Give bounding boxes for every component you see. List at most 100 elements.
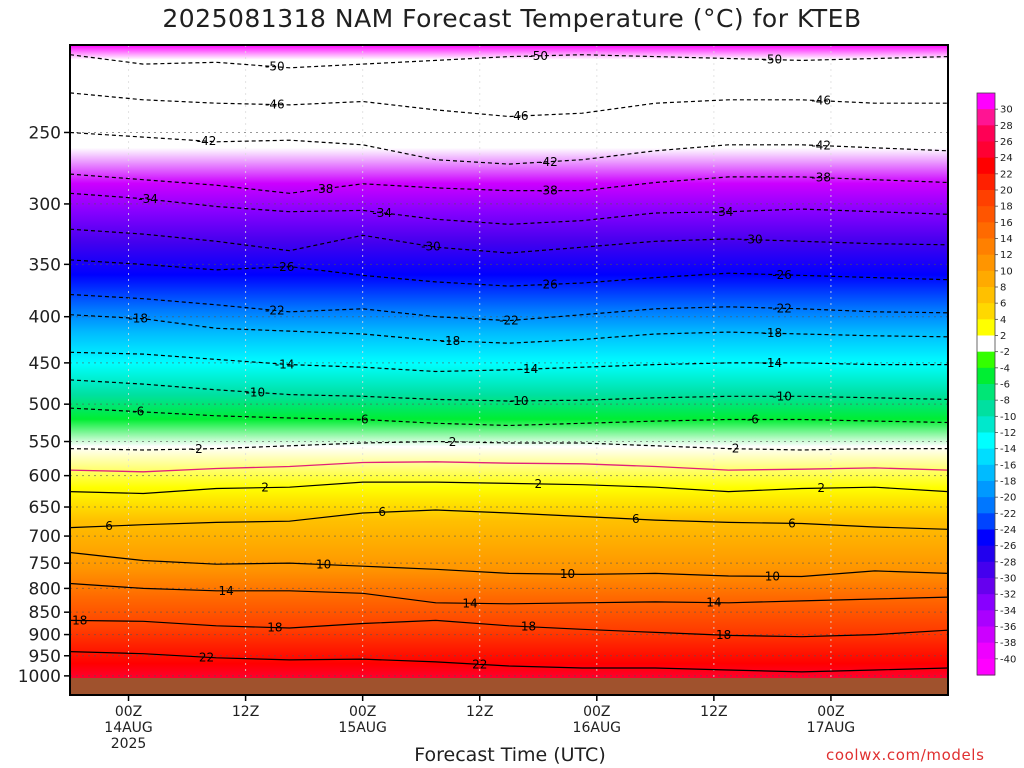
contour-label: -42: [197, 134, 217, 148]
colorbar-label: -32: [1000, 590, 1016, 601]
y-tick-label: 750: [29, 554, 61, 574]
colorbar-label: 8: [1000, 283, 1006, 294]
colorbar-swatch: [977, 610, 995, 628]
x-tick-label: 14AUG: [104, 720, 153, 736]
x-tick-label: 12Z: [466, 704, 493, 720]
contour-label: -22: [772, 301, 792, 315]
x-tick-label: 12Z: [232, 704, 259, 720]
colorbar-swatch: [977, 157, 995, 175]
colorbar-swatch: [977, 351, 995, 369]
contour-line-22: [70, 651, 948, 673]
contour-label: -38: [538, 184, 558, 198]
contour-label: 6: [378, 505, 386, 519]
contour-line-6: [70, 509, 948, 530]
colorbar-label: -28: [1000, 557, 1016, 568]
colorbar-label: 2: [1000, 331, 1006, 342]
contour-label: -34: [714, 205, 734, 219]
y-tick-label: 950: [29, 647, 61, 667]
colorbar-label: -36: [1000, 622, 1016, 633]
colorbar-swatch: [977, 513, 995, 531]
x-axis-label: Forecast Time (UTC): [414, 744, 606, 766]
y-tick-label: 450: [29, 354, 61, 374]
y-tick-label: 600: [29, 467, 61, 487]
contour-label: 18: [521, 620, 536, 634]
colorbar-label: -14: [1000, 444, 1016, 455]
colorbar-label: -40: [1000, 654, 1016, 665]
y-tick-label: 350: [29, 255, 61, 275]
contour-label: 10: [316, 558, 331, 572]
x-tick-label: 00Z: [349, 704, 376, 720]
contour-label: -14: [519, 362, 539, 376]
colorbar-swatch: [977, 416, 995, 434]
contour-label: -10: [246, 385, 266, 399]
colorbar-label: -12: [1000, 428, 1016, 439]
chart-title: 2025081318 NAM Forecast Temperature (°C)…: [162, 4, 862, 33]
colorbar-label: -2: [1000, 347, 1010, 358]
colorbar-label: -10: [1000, 412, 1016, 423]
colorbar-label: 16: [1000, 218, 1013, 229]
x-tick-label: 00Z: [583, 704, 610, 720]
colorbar-swatch: [977, 287, 995, 304]
color-legend: 30 28 26 24 22 20 18 16 14 12 10 8 6 4 2 -2 -4 -6 -8 -10 -12…: [976, 92, 1016, 676]
contour-label: -10: [772, 389, 792, 403]
y-tick-label: 500: [29, 395, 61, 415]
colorbar-label: -34: [1000, 606, 1016, 617]
colorbar-label: 26: [1000, 137, 1013, 148]
colorbar-label: -16: [1000, 460, 1016, 471]
colorbar-swatch: [977, 222, 995, 240]
colorbar-swatch: [977, 367, 995, 385]
colorbar-swatch: [977, 125, 995, 143]
contour-label: -30: [421, 239, 441, 253]
contour-label: -26: [772, 268, 792, 282]
y-tick-label: 650: [29, 498, 61, 518]
colorbar-swatch: [977, 141, 995, 159]
contour-line-2: [70, 481, 948, 495]
contour-label: -34: [372, 206, 392, 220]
contour-label: 6: [632, 512, 640, 526]
contour-label: -14: [275, 357, 295, 371]
y-tick-label: 850: [29, 603, 61, 623]
colorbar-swatch: [977, 384, 995, 401]
x-tick-label: 17AUG: [807, 720, 856, 736]
contour-label: -50: [528, 49, 548, 63]
contour-label: 22: [472, 657, 487, 671]
x-tick-label: 2025: [111, 736, 147, 752]
colorbar-swatch: [977, 173, 995, 191]
contour-line--30: [70, 228, 948, 254]
isotherm-contours: -50-50 -50-46-46-46-42-42-42-38 -38-38-34-…: [70, 49, 948, 673]
x-tick-label: 15AUG: [338, 720, 387, 736]
colorbar-label: 24: [1000, 153, 1013, 164]
contour-label: 14: [706, 596, 721, 610]
contour-label: -2: [444, 435, 456, 449]
colorbar-swatch: [977, 206, 995, 223]
contour-label: 10: [765, 569, 780, 583]
colorbar-label: -8: [1000, 396, 1010, 407]
colorbar-swatch: [977, 254, 995, 272]
y-axis: 250 300 350 400 450 500 550 600 650 700 750 800 850 9…: [18, 123, 70, 687]
colorbar-label: -20: [1000, 493, 1016, 504]
x-tick-label: 00Z: [817, 704, 844, 720]
freezing-line: [70, 461, 948, 473]
contour-label: -46: [811, 94, 831, 108]
contour-label: -30: [743, 233, 763, 247]
colorbar-swatch: [977, 497, 995, 514]
colorbar-label: -24: [1000, 525, 1016, 536]
contour-label: -46: [265, 98, 285, 112]
contour-label: 10: [560, 567, 575, 581]
colorbar-swatch: [977, 109, 995, 126]
contour-label: -18: [128, 311, 148, 325]
colorbar-swatch: [977, 400, 995, 417]
colorbar-swatch: [977, 529, 995, 547]
contour-label: -2: [727, 442, 739, 456]
y-tick-label: 400: [29, 308, 61, 328]
colorbar-label: -4: [1000, 363, 1010, 374]
contour-line--42: [70, 131, 948, 165]
contour-label: -50: [265, 60, 285, 74]
contour-label: 6: [788, 516, 796, 530]
source-credit: coolwx.com/models: [826, 746, 985, 764]
colorbar-swatch: [977, 578, 995, 595]
contour-line--2: [70, 440, 948, 451]
colorbar-label: -18: [1000, 477, 1016, 488]
contour-label: -38: [314, 182, 334, 196]
contour-label: -6: [357, 413, 369, 427]
